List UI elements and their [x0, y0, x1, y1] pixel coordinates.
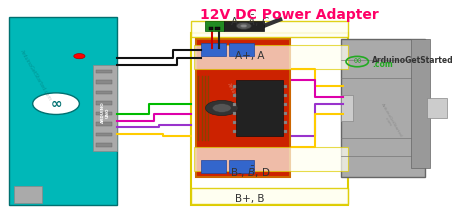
Text: B+, B: B+, B	[235, 194, 264, 204]
Bar	[96, 80, 112, 84]
Bar	[194, 45, 348, 69]
Bar	[411, 39, 429, 168]
Bar	[196, 39, 290, 177]
Bar	[96, 132, 112, 136]
Bar	[191, 188, 348, 204]
Bar	[201, 43, 227, 56]
Circle shape	[240, 24, 247, 27]
Bar	[341, 39, 425, 177]
Text: ArduinoGetStarted: ArduinoGetStarted	[372, 56, 454, 65]
Text: ArduinoGetStarted.com: ArduinoGetStarted.com	[226, 81, 260, 135]
Text: A+, A: A+, A	[235, 51, 264, 61]
Bar	[224, 21, 264, 31]
Bar	[229, 160, 255, 173]
Bar	[234, 85, 236, 88]
Bar	[205, 21, 224, 31]
Text: A-, $\bar{A}$, C: A-, $\bar{A}$, C	[230, 14, 270, 29]
Text: ∞: ∞	[353, 57, 362, 67]
Circle shape	[236, 22, 251, 29]
Bar	[234, 121, 236, 124]
Text: .com: .com	[372, 60, 393, 69]
Text: ARDUINO
UNO: ARDUINO UNO	[101, 102, 109, 123]
Bar	[191, 21, 348, 37]
Bar	[96, 91, 112, 94]
Bar	[427, 98, 447, 118]
Bar	[209, 27, 213, 30]
Bar	[96, 143, 112, 147]
Bar	[284, 103, 287, 106]
Bar	[96, 122, 112, 126]
Text: ArduinoGetStarted
.com: ArduinoGetStarted .com	[376, 102, 403, 140]
Bar	[201, 160, 227, 173]
Bar	[93, 65, 117, 151]
Bar	[234, 130, 236, 133]
Bar	[215, 27, 220, 30]
Text: ArduinoGetStarted.com: ArduinoGetStarted.com	[18, 49, 52, 102]
Text: ∞: ∞	[50, 97, 62, 111]
Bar	[284, 130, 287, 133]
Bar	[14, 186, 42, 203]
Bar	[284, 112, 287, 115]
Bar	[96, 70, 112, 73]
Bar	[236, 80, 283, 136]
Text: B-, $\bar{B}$, D: B-, $\bar{B}$, D	[229, 165, 270, 180]
Bar	[96, 101, 112, 105]
Bar	[9, 17, 117, 205]
Text: 12V DC Power Adapter: 12V DC Power Adapter	[200, 8, 379, 22]
Bar	[96, 111, 112, 115]
Bar	[234, 112, 236, 115]
Bar	[234, 103, 236, 106]
Bar	[234, 94, 236, 97]
Circle shape	[212, 104, 231, 112]
Circle shape	[33, 93, 79, 114]
Bar	[194, 147, 348, 171]
Bar	[284, 85, 287, 88]
Circle shape	[74, 54, 85, 59]
Bar	[229, 43, 255, 56]
Bar	[284, 121, 287, 124]
Bar	[284, 94, 287, 97]
Bar	[341, 95, 353, 121]
Bar	[191, 33, 348, 205]
Circle shape	[205, 100, 238, 116]
